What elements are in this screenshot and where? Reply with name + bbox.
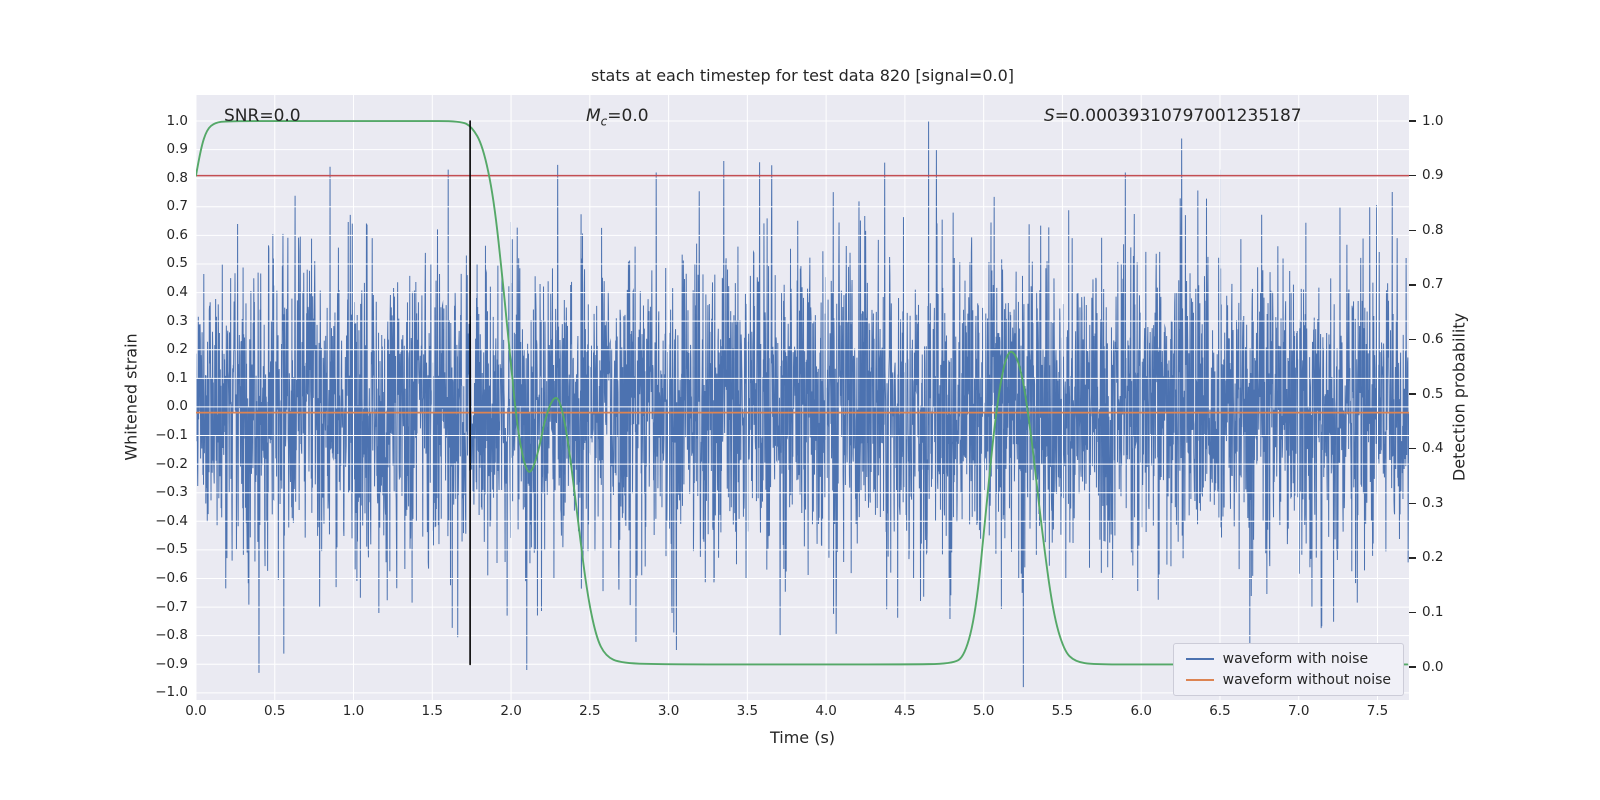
y-tick-label-left: −1.0	[155, 684, 188, 701]
y-tick-label-right: 0.7	[1422, 276, 1444, 293]
annotation-snr: SNR=0.0	[224, 106, 301, 126]
legend-label: waveform with noise	[1222, 651, 1369, 667]
y-tick-label-right: 1.0	[1422, 112, 1444, 129]
plot-area: SNR=0.0 Mc=0.0 S=0.00039310797001235187 …	[196, 95, 1409, 700]
y-tick-label-left: 0.4	[166, 284, 188, 301]
y-tick-mark-right	[1409, 338, 1416, 341]
legend-line-orange-icon	[1185, 678, 1214, 682]
x-tick-label: 1.5	[421, 703, 444, 719]
chirp-mass-value: =0.0	[607, 106, 649, 126]
x-axis-ticks: 0.0 0.5 1.0 1.5 2.0 2.5 3.0 3.5 4.0 4.5 5.0 5.5 6.0 6…	[185, 703, 1409, 723]
y-tick-mark-right	[1409, 120, 1416, 122]
x-tick-label: 2.0	[500, 703, 522, 719]
x-tick-label: 5.0	[972, 703, 995, 719]
y-tick-mark-right	[1409, 393, 1416, 395]
y-tick-mark-right	[1409, 666, 1416, 668]
legend-label: waveform without noise	[1222, 672, 1391, 688]
y-tick-label-right: 0.2	[1422, 549, 1444, 566]
y-tick-label-left: −0.2	[155, 455, 188, 472]
x-tick-label: 3.5	[736, 703, 759, 719]
y-tick-mark-right	[1409, 611, 1416, 614]
x-tick-label: 7.5	[1366, 703, 1389, 719]
x-tick-label: 4.0	[815, 703, 837, 719]
legend: waveform with noise waveform without noi…	[1172, 643, 1404, 696]
y-tick-label-left: −0.4	[155, 512, 188, 529]
x-tick-label: 4.5	[894, 703, 916, 719]
y-tick-label-left: −0.8	[155, 627, 188, 644]
y-tick-label-right: 0.6	[1422, 330, 1444, 347]
y-tick-label-left: 0.8	[166, 169, 188, 186]
y-axis-ticks-left: −1.0 −0.9 −0.8 −0.7 −0.6 −0.5 −0.4 −0.3 −0.2 −0.1…	[0, 95, 188, 701]
x-tick-label: 6.0	[1130, 703, 1152, 719]
y-tick-label-left: 0.7	[166, 198, 188, 215]
x-axis-label: Time (s)	[769, 728, 836, 747]
legend-item-waveform-without-noise: waveform without noise	[1185, 672, 1391, 688]
legend-line-blue-icon	[1185, 657, 1214, 661]
x-tick-label: 5.5	[1051, 703, 1074, 719]
y-tick-label-left: 0.6	[166, 226, 188, 243]
y-tick-label-left: 0.1	[166, 369, 188, 386]
x-tick-label: 7.0	[1287, 703, 1310, 719]
y-tick-label-right: 0.9	[1422, 167, 1444, 184]
y-tick-mark-right	[1409, 502, 1416, 504]
y-tick-mark-right	[1409, 174, 1416, 177]
y-tick-label-left: −0.7	[155, 598, 188, 615]
chart-title: stats at each timestep for test data 820…	[590, 66, 1015, 85]
y-tick-label-right: 0.1	[1422, 604, 1444, 620]
y-tick-label-left: 0.2	[166, 341, 188, 358]
y-tick-label-right: 0.5	[1422, 385, 1444, 402]
y-tick-label-right: 0.8	[1422, 221, 1444, 238]
y-tick-label-left: −0.5	[155, 541, 188, 558]
s-statistic-value: =0.00039310797001235187	[1054, 106, 1302, 126]
y-tick-label-left: 0.9	[166, 141, 188, 158]
y-tick-label-left: 0.5	[166, 255, 188, 272]
x-tick-label: 0.5	[264, 703, 286, 719]
legend-item-waveform-with-noise: waveform with noise	[1185, 651, 1391, 667]
y-tick-label-left: 0.0	[166, 398, 188, 415]
y-tick-mark-right	[1409, 229, 1416, 231]
x-tick-label: 0.0	[185, 703, 207, 719]
y-tick-label-left: −0.9	[155, 655, 188, 672]
y-tick-label-right: 0.4	[1422, 440, 1444, 457]
x-tick-label: 1.0	[342, 703, 365, 719]
y-tick-mark-right	[1409, 447, 1416, 450]
chirp-mass-subscript: c	[600, 114, 608, 129]
y-tick-label-left: 1.0	[166, 112, 188, 129]
x-tick-label: 2.5	[579, 703, 601, 719]
annotation-chirp-mass: Mc=0.0	[586, 106, 649, 128]
y-tick-label-left: −0.6	[155, 569, 188, 586]
x-tick-label: 3.0	[657, 703, 680, 719]
annotation-s-statistic: S=0.00039310797001235187	[1044, 106, 1302, 126]
y-tick-label-right: 0.0	[1422, 658, 1444, 675]
y-tick-label-left: 0.3	[166, 312, 188, 329]
x-tick-label: 6.5	[1209, 703, 1231, 719]
s-statistic-symbol: S	[1044, 106, 1055, 126]
y-tick-label-left: −0.1	[155, 427, 188, 444]
y-tick-label-right: 0.3	[1422, 494, 1444, 511]
chirp-mass-symbol: M	[586, 106, 601, 126]
y-tick-mark-right	[1409, 284, 1416, 286]
y-axis-ticks-right: 0.0 0.1 0.2 0.3 0.4 0.5 0.6 0.7 0.8 0.9 1.0	[1409, 95, 1499, 700]
y-tick-mark-right	[1409, 557, 1416, 559]
chart-canvas	[196, 95, 1409, 700]
y-tick-label-left: −0.3	[155, 484, 188, 501]
